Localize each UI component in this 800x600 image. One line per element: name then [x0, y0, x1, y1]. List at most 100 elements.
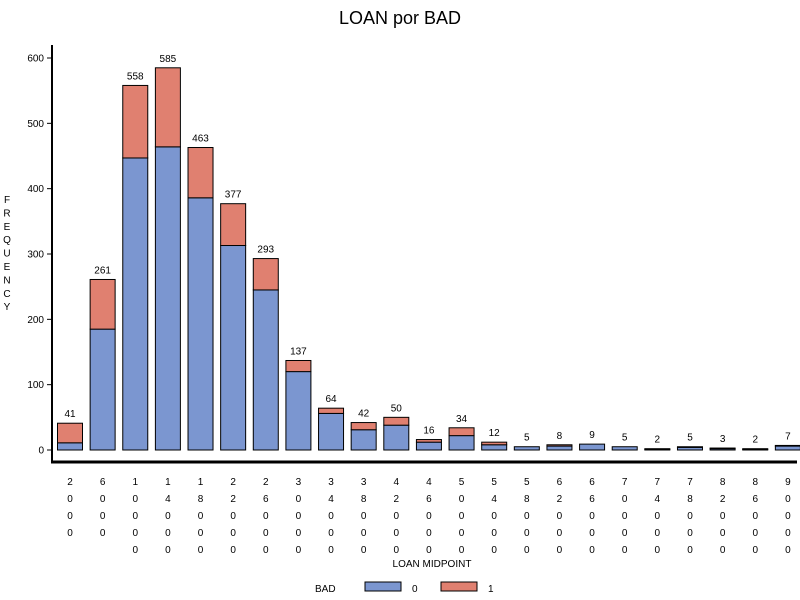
x-tick-label-digit: 6 — [752, 494, 758, 505]
x-tick-label-digit: 2 — [394, 494, 400, 505]
bar-segment-bad-1 — [742, 448, 769, 450]
x-tick-label-digit: 0 — [361, 511, 367, 522]
x-tick-label-digit: 0 — [394, 511, 400, 522]
x-tick-label-digit: 0 — [491, 528, 497, 539]
x-tick-label-digit: 2 — [67, 477, 73, 488]
bar-segment-bad-0 — [383, 424, 410, 451]
x-tick-label-digit: 0 — [132, 545, 138, 556]
bar-total-label: 12 — [489, 428, 501, 439]
x-tick-label-digit: 0 — [67, 511, 73, 522]
y-axis-label-char: Q — [3, 235, 11, 246]
x-tick-label-digit: 0 — [524, 511, 530, 522]
bar-segment-bad-0 — [448, 435, 475, 451]
bar-total-label: 293 — [257, 245, 274, 256]
x-tick-label-digit: 0 — [491, 511, 497, 522]
x-tick-label-digit: 0 — [687, 528, 693, 539]
x-tick-label-digit: 0 — [459, 545, 465, 556]
x-tick-label-digit: 2 — [263, 477, 269, 488]
x-tick-label-digit: 0 — [524, 528, 530, 539]
bar-segment-bad-1 — [676, 446, 703, 448]
x-tick-label-digit: 0 — [752, 545, 758, 556]
y-tick-label: 0 — [38, 446, 44, 457]
x-tick-label-digit: 0 — [198, 545, 204, 556]
bar-segment-bad-0 — [252, 289, 279, 451]
x-tick-label-digit: 0 — [426, 528, 432, 539]
bar-segment-bad-1 — [252, 258, 279, 291]
x-tick-label-digit: 7 — [655, 477, 661, 488]
x-tick-label-digit: 0 — [296, 528, 302, 539]
x-tick-label-digit: 4 — [426, 477, 432, 488]
x-axis-label: LOAN MIDPOINT — [393, 559, 472, 570]
x-tick-label-digit: 5 — [524, 477, 530, 488]
bar-total-label: 137 — [290, 346, 307, 357]
x-tick-label-digit: 0 — [198, 511, 204, 522]
x-tick-label-digit: 0 — [557, 511, 563, 522]
x-tick-label-digit: 0 — [720, 511, 726, 522]
x-tick-label-digit: 0 — [394, 545, 400, 556]
x-tick-label-digit: 0 — [785, 511, 791, 522]
x-tick-label-digit: 0 — [328, 528, 334, 539]
x-axis-tick-labels: 2 0 0 0 6 0 0 0 1 0 0 0 0 1 4 0 0 0 1 8 0 0 0 2 2 0 0 0 2 6 0 0 0 3 0 0 0 0 3 4… — [67, 477, 791, 556]
y-axis-label-char: N — [3, 275, 10, 286]
x-tick-label-digit: 0 — [296, 511, 302, 522]
bar-segment-bad-1 — [57, 422, 83, 444]
bar-segment-bad-1 — [709, 447, 736, 450]
bar-segment-bad-0 — [122, 157, 149, 451]
y-axis-label-char: U — [3, 249, 10, 260]
bar-segment-bad-1 — [546, 444, 573, 447]
bar-total-label: 3 — [720, 434, 726, 445]
y-tick-label: 400 — [27, 184, 44, 195]
y-axis-label-char: R — [3, 208, 10, 219]
bar-total-label: 558 — [127, 71, 144, 82]
bar-total-label: 8 — [557, 431, 563, 442]
x-tick-label-digit: 0 — [785, 545, 791, 556]
x-tick-label-digit: 3 — [296, 477, 302, 488]
bar-segment-bad-1 — [448, 427, 475, 437]
x-tick-label-digit: 0 — [361, 528, 367, 539]
x-tick-label-digit: 0 — [230, 511, 236, 522]
bar-segment-bad-0 — [513, 446, 540, 451]
x-tick-label-digit: 4 — [394, 477, 400, 488]
x-tick-label-digit: 0 — [524, 545, 530, 556]
x-tick-label-digit: 2 — [720, 494, 726, 505]
bars-group — [57, 67, 800, 451]
x-tick-label-digit: 0 — [687, 511, 693, 522]
bar-segment-bad-0 — [89, 328, 116, 451]
bar-total-label: 463 — [192, 134, 209, 145]
chart-title: LOAN por BAD — [339, 8, 461, 28]
bar-segment-bad-0 — [611, 446, 638, 451]
x-tick-label-digit: 0 — [198, 528, 204, 539]
y-tick-label: 200 — [27, 315, 44, 326]
x-tick-label-digit: 0 — [100, 528, 106, 539]
x-tick-label-digit: 0 — [459, 494, 465, 505]
bar-segment-bad-1 — [154, 67, 181, 148]
x-tick-label-digit: 0 — [263, 528, 269, 539]
bar-total-label: 5 — [622, 433, 628, 444]
x-tick-label-digit: 1 — [165, 477, 171, 488]
x-tick-label-digit: 0 — [328, 545, 334, 556]
x-tick-label-digit: 1 — [198, 477, 204, 488]
bar-segment-bad-1 — [122, 84, 149, 159]
x-tick-label-digit: 3 — [361, 477, 367, 488]
x-tick-label-digit: 0 — [785, 494, 791, 505]
y-tick-label: 600 — [27, 54, 44, 65]
x-tick-label-digit: 8 — [687, 494, 693, 505]
x-tick-label-digit: 0 — [720, 528, 726, 539]
x-tick-label-digit: 0 — [655, 528, 661, 539]
legend: BAD 0 1 — [315, 581, 494, 595]
x-tick-label-digit: 0 — [132, 528, 138, 539]
bar-total-label: 34 — [456, 414, 468, 425]
y-axis-label-char: F — [4, 195, 10, 206]
x-tick-label-digit: 8 — [720, 477, 726, 488]
x-tick-label-digit: 2 — [230, 477, 236, 488]
y-tick-label: 300 — [27, 250, 44, 261]
bar-segment-bad-0 — [350, 429, 377, 451]
x-tick-label-digit: 6 — [557, 477, 563, 488]
x-tick-label-digit: 0 — [67, 494, 73, 505]
x-tick-label-digit: 0 — [622, 494, 628, 505]
x-tick-label-digit: 4 — [328, 494, 334, 505]
x-tick-label-digit: 0 — [165, 511, 171, 522]
y-tick-label: 500 — [27, 119, 44, 130]
bar-segment-bad-1 — [415, 439, 442, 443]
